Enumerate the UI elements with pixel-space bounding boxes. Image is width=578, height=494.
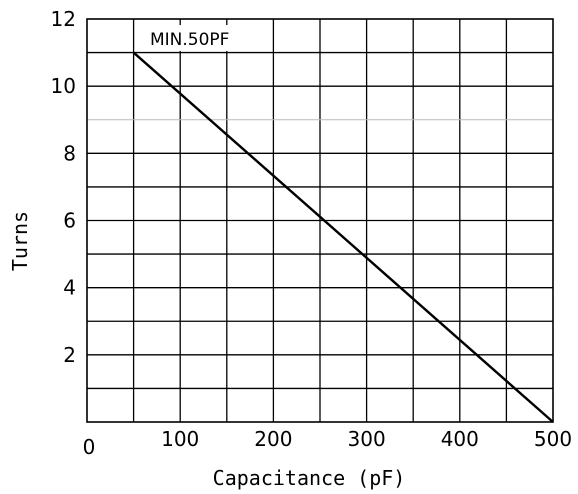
y-tick-label-8: 8 — [63, 141, 76, 165]
plot-frame — [86, 18, 554, 423]
x-tick-label-500: 500 — [534, 427, 572, 451]
x-tick-label-100: 100 — [161, 427, 199, 451]
y-tick-label-6: 6 — [63, 209, 76, 233]
y-tick-labels: 2 4 6 8 10 12 — [51, 7, 76, 367]
series-line-0 — [132, 51, 554, 423]
grid — [87, 19, 553, 422]
y-tick-label-10: 10 — [51, 74, 76, 98]
x-tick-label-300: 300 — [348, 427, 386, 451]
min-capacitance-annotation: MIN.50PF — [150, 30, 229, 50]
x-tick-label-400: 400 — [441, 427, 479, 451]
series-layer — [132, 51, 554, 423]
y-tick-label-12: 12 — [51, 7, 76, 31]
y-tick-label-4: 4 — [63, 276, 76, 300]
y-tick-label-2: 2 — [63, 343, 76, 367]
x-tick-label-200: 200 — [254, 427, 292, 451]
x-tick-label-0: 0 — [83, 435, 96, 459]
annotation-background — [140, 25, 268, 51]
y-axis-label: Turns — [8, 211, 32, 271]
x-axis-label: Capacitance (pF) — [213, 466, 406, 490]
x-tick-labels: 0 100 200 300 400 500 — [83, 427, 572, 459]
